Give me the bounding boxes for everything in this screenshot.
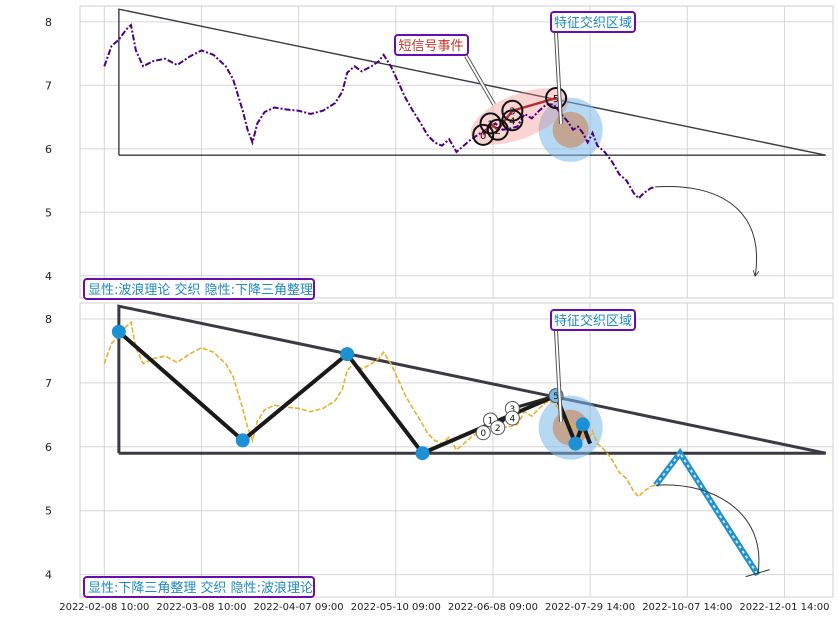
x-tick-label: 2022-03-08 10:00 (156, 602, 246, 613)
projection-end-tick (745, 569, 770, 578)
y-tick-label: 4 (45, 569, 52, 582)
y-tick-label: 7 (45, 79, 52, 92)
wave-point-label: 5 (553, 392, 559, 402)
wave-marker (235, 433, 250, 448)
short-signal-label-box (394, 34, 469, 56)
wave-marker (111, 324, 126, 339)
wave-point-label: 0 (480, 131, 486, 142)
x-tick-label: 2022-12-01 14:00 (739, 602, 829, 613)
x-tick-label: 2022-06-08 09:00 (448, 602, 538, 613)
x-tick-label: 2022-04-07 09:00 (254, 602, 344, 613)
zone-label-text: 特征交织区域 (554, 15, 632, 31)
zone-label-text: 特征交织区域 (554, 313, 632, 329)
y-tick-label: 5 (45, 206, 52, 219)
y-tick-label: 4 (45, 270, 52, 283)
wave-marker (415, 446, 430, 461)
x-tick-label: 2022-10-07 14:00 (642, 602, 732, 613)
price-series-line (103, 23, 656, 200)
y-tick-label: 6 (45, 143, 52, 156)
wave-point-circle (490, 420, 506, 436)
projection-curve (655, 185, 757, 275)
panel-caption-box (83, 278, 315, 300)
plot-frame (79, 302, 834, 598)
wave-point-label: 5 (553, 94, 559, 105)
x-tick-label: 2022-02-08 10:00 (59, 602, 149, 613)
wave-point-circle (472, 123, 495, 146)
wave-marker (575, 417, 590, 432)
x-tick-label: 2022-05-10 09:00 (351, 602, 441, 613)
wave-point-label: 1 (487, 119, 493, 130)
price-series-line (103, 320, 656, 498)
panel-caption-text: 显性:下降三角整理 交织 隐性:波浪理论 (88, 580, 313, 596)
y-tick-label: 7 (45, 377, 52, 390)
wave-point-label: 2 (495, 424, 501, 434)
wave-point-circle (545, 87, 568, 110)
wave-marker (340, 347, 355, 362)
zone-pointer-inner (555, 330, 562, 422)
zone-label-box (550, 309, 636, 331)
zone-label-box (550, 11, 636, 33)
wave-point-label: 3 (509, 107, 515, 118)
x-tick-label: 2022-07-29 14:00 (545, 602, 635, 613)
event-zone-outer (538, 97, 603, 162)
wave-point-circle (501, 99, 524, 122)
panel-caption-text: 显性:波浪理论 交织 隐性:下降三角整理 (88, 282, 313, 298)
y-tick-label: 8 (45, 313, 52, 326)
short-signal-pointer-inner (465, 55, 495, 105)
projection-curve (655, 484, 760, 575)
wave-point-circle (501, 109, 524, 132)
wave-point-circle (475, 425, 491, 441)
wave-marker (568, 436, 583, 451)
wave-point-label: 4 (510, 415, 516, 425)
y-tick-label: 5 (45, 505, 52, 518)
wave-point-label: 3 (510, 405, 516, 415)
panel-caption-box (83, 576, 315, 598)
y-tick-label: 8 (45, 16, 52, 29)
wave-point-label: 0 (480, 429, 486, 439)
projection-path-inner (654, 451, 759, 576)
wave-point-circle (504, 410, 520, 426)
wave-point-label: 4 (509, 116, 515, 127)
wave-point-label: 1 (488, 416, 494, 426)
zone-pointer-inner (555, 32, 562, 124)
y-tick-label: 6 (45, 441, 52, 454)
wave-point-label: 2 (495, 126, 501, 137)
wave-point-circle (479, 112, 502, 135)
short-signal-label-text: 短信号事件 (398, 39, 463, 54)
